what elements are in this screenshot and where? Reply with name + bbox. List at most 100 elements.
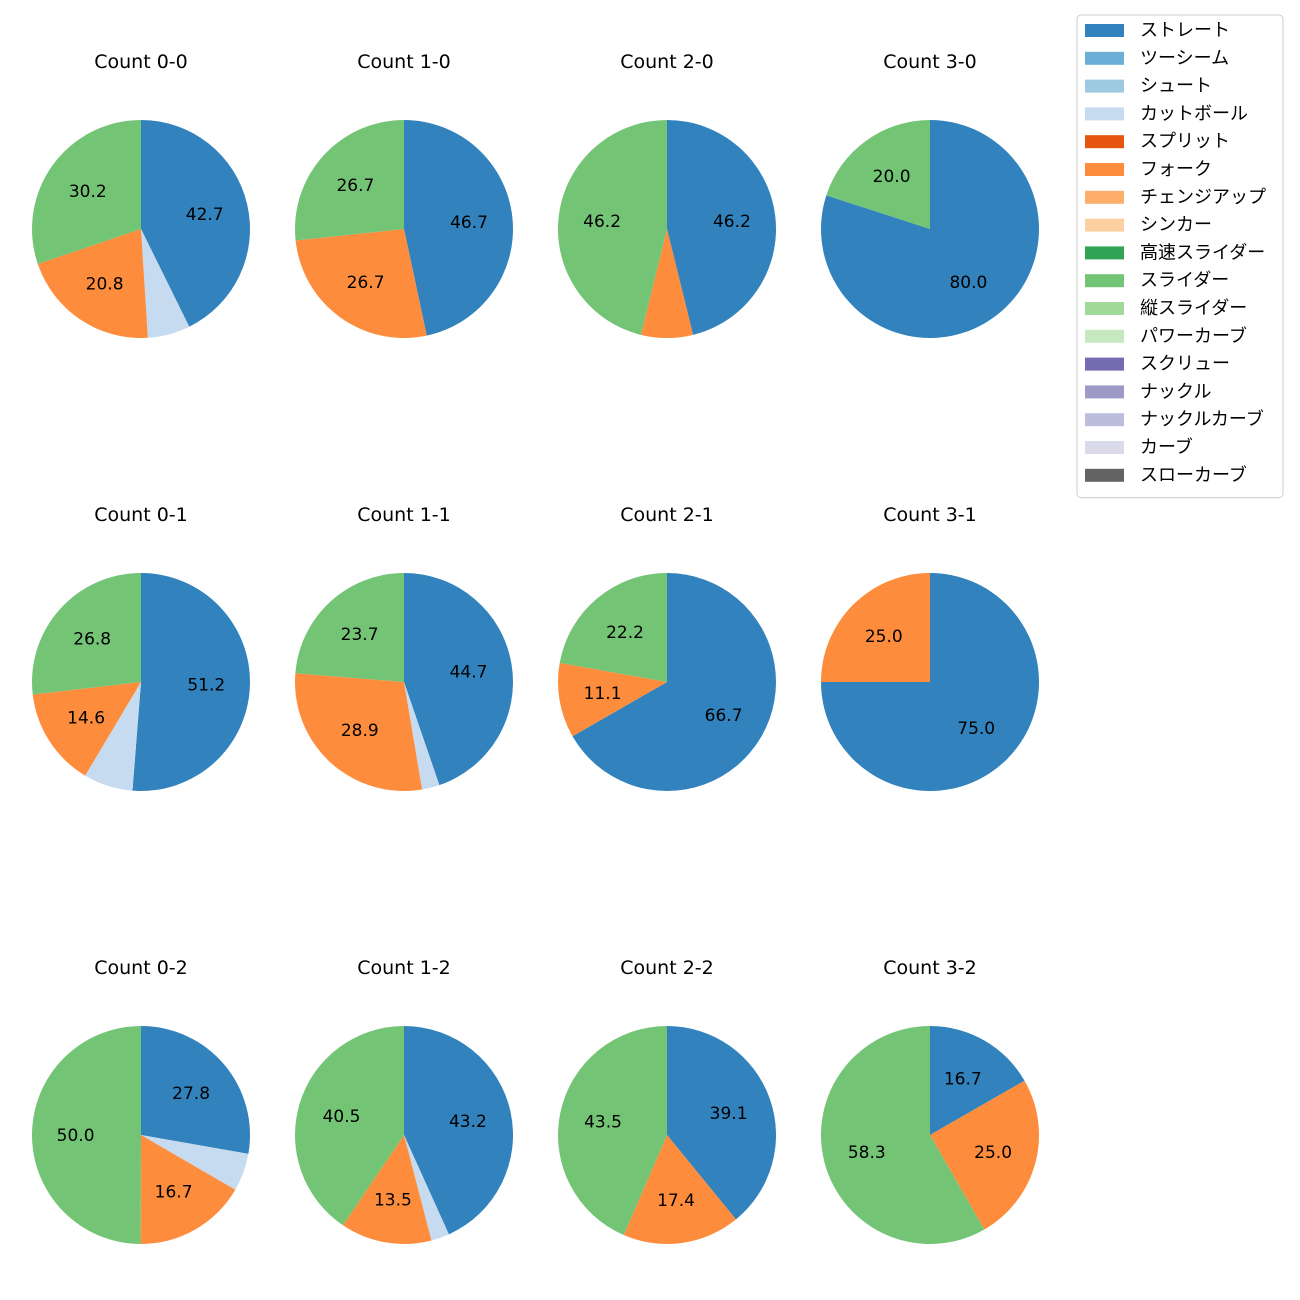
legend-swatch bbox=[1085, 79, 1124, 93]
pie-slice-1 bbox=[141, 229, 190, 338]
pie-count-3-2: Count 3-2 16.7 25.0 58.3 bbox=[821, 957, 1039, 1244]
pie-slice-label: 28.9 bbox=[341, 721, 379, 741]
pie-slice-label: 22.2 bbox=[606, 623, 644, 643]
pie-slice-1 bbox=[826, 120, 930, 229]
legend-label: シュート bbox=[1140, 76, 1212, 97]
pie-slice-2 bbox=[557, 120, 667, 335]
pie-title: Count 1-2 bbox=[357, 957, 451, 979]
legend-swatch bbox=[1085, 135, 1124, 149]
pie-slice-3 bbox=[31, 120, 141, 264]
pie-slice-3 bbox=[32, 573, 142, 695]
pie-slice-0 bbox=[141, 1026, 250, 1154]
pie-title: Count 1-1 bbox=[357, 504, 451, 526]
pie-slice-label: 30.2 bbox=[69, 182, 107, 202]
pie-slice-label: 43.2 bbox=[449, 1112, 487, 1132]
pie-slice-2 bbox=[140, 1135, 236, 1244]
legend-item: ストレート bbox=[1085, 20, 1230, 41]
legend-item: ツーシーム bbox=[1085, 48, 1229, 69]
legend-swatch bbox=[1085, 357, 1124, 371]
pie-slice-label: 23.7 bbox=[341, 625, 379, 645]
pie-count-2-1: Count 2-1 66.7 11.1 22.2 bbox=[558, 504, 776, 791]
legend-swatch bbox=[1085, 190, 1124, 204]
pie-slice-3 bbox=[295, 1026, 404, 1226]
pie-slice-label: 40.5 bbox=[323, 1107, 361, 1127]
pie-slice-label: 46.2 bbox=[713, 212, 751, 232]
pie-count-0-0: Count 0-0 42.7 20.8 30.2 bbox=[31, 51, 250, 338]
legend-item: シュート bbox=[1085, 76, 1212, 97]
legend-label: シンカー bbox=[1140, 215, 1212, 236]
legend-frame bbox=[1076, 14, 1284, 499]
pie-slice-2 bbox=[821, 1026, 985, 1244]
pie-slice-label: 50.0 bbox=[57, 1126, 95, 1146]
pie-count-2-0: Count 2-0 46.2 46.2 bbox=[557, 51, 776, 338]
pie-slice-0 bbox=[572, 572, 776, 791]
pie-slice-2 bbox=[32, 682, 141, 776]
legend-item: スクリュー bbox=[1085, 354, 1230, 375]
legend: ストレートツーシームシュートカットボールスプリットフォークチェンジアップシンカー… bbox=[1076, 14, 1284, 499]
pie-slice-0 bbox=[404, 1026, 513, 1235]
pie-slice-label: 16.7 bbox=[155, 1183, 193, 1203]
legend-item: フォーク bbox=[1085, 159, 1212, 180]
pie-slice-label: 58.3 bbox=[848, 1143, 886, 1163]
pie-title: Count 3-0 bbox=[883, 51, 977, 73]
pie-slice-label: 20.8 bbox=[86, 274, 124, 294]
pie-slice-label: 46.2 bbox=[583, 212, 621, 232]
pie-slice-label: 16.7 bbox=[944, 1069, 982, 1089]
legend-label: ストレート bbox=[1140, 20, 1230, 41]
legend-label: カットボール bbox=[1140, 103, 1248, 124]
legend-swatch bbox=[1085, 24, 1124, 37]
pie-slice-label: 39.1 bbox=[710, 1104, 748, 1124]
pie-slice-1 bbox=[821, 573, 930, 682]
legend-label: フォーク bbox=[1140, 159, 1212, 180]
pie-slice-label: 20.0 bbox=[873, 167, 911, 187]
pie-slice-1 bbox=[623, 1135, 736, 1245]
legend-swatch bbox=[1085, 441, 1124, 454]
pie-slice-1 bbox=[640, 229, 694, 338]
pie-slice-1 bbox=[85, 682, 141, 791]
pie-slice-label: 66.7 bbox=[705, 706, 743, 726]
pie-count-0-2: Count 0-2 27.8 16.7 50.0 bbox=[31, 957, 250, 1244]
pie-slice-label: 27.8 bbox=[172, 1084, 210, 1104]
legend-swatch bbox=[1085, 107, 1124, 121]
pie-slice-1 bbox=[141, 1135, 249, 1190]
pie-slice-3 bbox=[295, 573, 404, 682]
pie-slice-0 bbox=[930, 1026, 1025, 1135]
pie-slice-0 bbox=[404, 573, 514, 786]
pie-count-1-2: Count 1-2 43.2 13.5 40.5 bbox=[295, 957, 513, 1244]
legend-item: 高速スライダー bbox=[1085, 242, 1265, 263]
pie-slice-label: 25.0 bbox=[974, 1143, 1012, 1163]
legend-label: ナックルカーブ bbox=[1140, 408, 1264, 430]
legend-item: カーブ bbox=[1085, 436, 1193, 458]
legend-swatch bbox=[1085, 385, 1124, 399]
pie-slice-label: 44.7 bbox=[450, 662, 488, 682]
legend-label: 高速スライダー bbox=[1140, 242, 1265, 263]
pie-slice-3 bbox=[31, 1026, 141, 1244]
pie-slice-label: 51.2 bbox=[187, 676, 225, 696]
legend-swatch bbox=[1085, 218, 1124, 232]
pie-slice-label: 42.7 bbox=[186, 205, 224, 225]
legend-item: チェンジアップ bbox=[1085, 187, 1266, 208]
pie-slice-label: 14.6 bbox=[67, 709, 105, 729]
pie-slice-1 bbox=[295, 229, 427, 338]
pie-slice-2 bbox=[559, 573, 667, 682]
pie-count-3-0: Count 3-0 80.0 20.0 bbox=[820, 51, 1040, 338]
legend-swatch bbox=[1085, 274, 1124, 288]
legend-label: スローカーブ bbox=[1140, 464, 1247, 486]
legend-item: シンカー bbox=[1085, 215, 1212, 236]
pie-title: Count 2-0 bbox=[620, 51, 714, 73]
legend-item: ナックルカーブ bbox=[1085, 408, 1264, 430]
pie-slice-0 bbox=[667, 120, 776, 335]
pie-charts: Count 0-0 42.7 20.8 30.2 Count 1-0 46.7 26.7 26… bbox=[31, 51, 1040, 1245]
pie-title: Count 0-1 bbox=[94, 504, 188, 526]
legend-item: スライダー bbox=[1085, 270, 1229, 291]
pie-slice-label: 46.7 bbox=[450, 213, 488, 233]
pie-title: Count 0-0 bbox=[94, 51, 188, 73]
legend-swatch bbox=[1085, 468, 1124, 482]
pie-slice-1 bbox=[558, 662, 667, 737]
pie-slice-label: 25.0 bbox=[865, 627, 903, 647]
legend-label: ツーシーム bbox=[1140, 48, 1229, 69]
pie-slice-label: 26.7 bbox=[347, 273, 385, 293]
pie-slice-1 bbox=[930, 1080, 1039, 1230]
legend-item: 縦スライダー bbox=[1085, 298, 1247, 319]
